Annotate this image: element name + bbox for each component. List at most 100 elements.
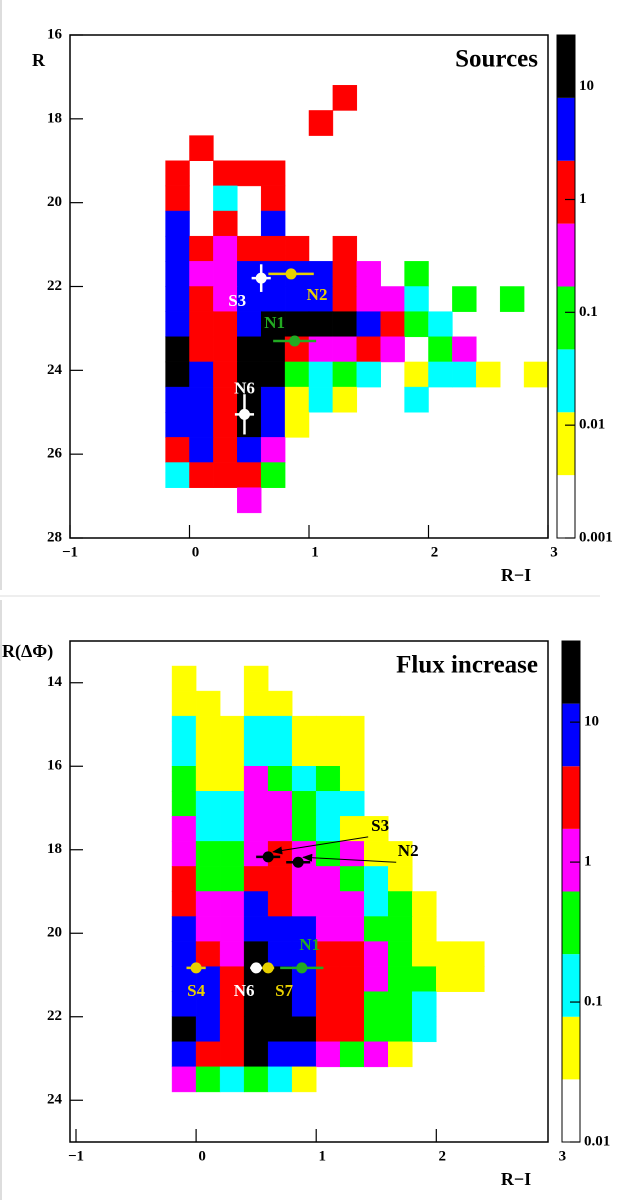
heatmap-cell xyxy=(171,816,197,842)
colorbar-band xyxy=(557,412,575,476)
heatmap-cell xyxy=(291,715,317,742)
annotation-arrow xyxy=(272,836,369,855)
heatmap-cell xyxy=(171,665,197,692)
heatmap-cell xyxy=(189,437,214,463)
heatmap-cell xyxy=(315,1016,341,1043)
heatmap-cell xyxy=(243,740,269,767)
point-label: N1 xyxy=(264,313,285,332)
heatmap-cell xyxy=(260,210,286,237)
heatmap-cell xyxy=(213,311,238,338)
heatmap-cell xyxy=(315,766,341,792)
heatmap-cell xyxy=(195,891,221,917)
heatmap-cell xyxy=(523,361,549,388)
heatmap-cell xyxy=(284,235,310,262)
data-point xyxy=(292,856,304,868)
heatmap-cell xyxy=(363,941,389,967)
x-tick-label: −1 xyxy=(62,544,78,560)
heatmap-cell xyxy=(404,286,429,312)
heatmap-cell xyxy=(363,1016,389,1043)
point-label: N6 xyxy=(234,378,255,397)
heatmap-cell xyxy=(243,690,269,717)
heatmap-cell xyxy=(165,286,190,312)
heatmap-cell xyxy=(171,916,197,942)
heatmap-cell xyxy=(388,1016,413,1043)
heatmap-cell xyxy=(315,816,341,842)
y-tick-label: 14 xyxy=(47,674,63,690)
y-axis-label: R(ΔΦ) xyxy=(2,641,53,662)
colorbar-tick-label: 1 xyxy=(579,191,587,207)
heatmap-cell xyxy=(267,690,293,717)
heatmap-cell xyxy=(436,941,461,967)
heatmap-cell xyxy=(315,991,341,1018)
heatmap-cell xyxy=(171,1066,197,1093)
heatmap-cell xyxy=(380,286,405,312)
heatmap-cell xyxy=(171,891,197,917)
heatmap-cell xyxy=(243,891,269,917)
y-tick-label: 18 xyxy=(47,110,62,126)
heatmap-cell xyxy=(291,866,317,892)
heatmap-cell xyxy=(213,210,238,237)
colorbar-tick-label: 10 xyxy=(579,78,594,94)
heatmap-cell xyxy=(237,336,262,363)
x-axis-label: R−I xyxy=(501,565,531,585)
heatmap-cell xyxy=(267,816,293,842)
heatmap-cell xyxy=(219,916,245,942)
heatmap-cell xyxy=(363,991,389,1018)
heatmap-cell xyxy=(315,791,341,817)
heatmap-cell xyxy=(165,311,190,338)
colorbar-band xyxy=(562,766,580,829)
data-point xyxy=(250,962,262,974)
heatmap-cell xyxy=(189,412,214,438)
heatmap-cell xyxy=(267,916,293,942)
heatmap-cell xyxy=(243,866,269,892)
heatmap-cell xyxy=(339,740,365,767)
heatmap-cell xyxy=(189,235,214,262)
heatmap-cell xyxy=(412,941,437,967)
heatmap-cell xyxy=(380,311,405,338)
heatmap-cell xyxy=(171,690,197,717)
heatmap-cell xyxy=(332,386,358,413)
point-label: S4 xyxy=(187,981,205,1000)
heatmap-cell xyxy=(388,866,413,892)
heatmap-cell xyxy=(219,891,245,917)
heatmap-cell xyxy=(171,715,197,742)
heatmap-cell xyxy=(267,766,293,792)
heatmap-cell xyxy=(428,361,453,388)
heatmap-cell xyxy=(388,891,413,917)
heatmap-cell xyxy=(452,286,477,312)
data-point xyxy=(262,962,274,974)
x-tick-label: 1 xyxy=(311,544,319,560)
heatmap-cell xyxy=(189,462,214,488)
heatmap-cell xyxy=(237,235,262,262)
colorbar-band xyxy=(557,475,575,538)
colorbar-tick-label: 0.1 xyxy=(584,993,603,1009)
heatmap-cell xyxy=(315,891,341,917)
heatmap-cell xyxy=(388,991,413,1018)
heatmap-cell xyxy=(460,941,485,967)
heatmap-cell xyxy=(237,261,262,287)
heatmap-cell xyxy=(171,740,197,767)
point-label: S3 xyxy=(371,816,389,835)
heatmap-cell xyxy=(308,361,334,388)
heatmap-cell xyxy=(165,210,190,237)
colorbar-band xyxy=(562,954,580,1017)
heatmap-cell xyxy=(219,841,245,867)
heatmap-cell xyxy=(291,941,317,967)
colorbar-band xyxy=(562,641,580,704)
y-tick-label: 24 xyxy=(47,1092,63,1108)
colorbar-band xyxy=(557,160,575,224)
heatmap-cell xyxy=(260,286,286,312)
heatmap-cell xyxy=(213,336,238,363)
heatmap-cell xyxy=(171,1016,197,1043)
heatmap-cell xyxy=(165,437,190,463)
heatmap-cell xyxy=(219,1066,245,1093)
data-point xyxy=(262,851,274,863)
colorbar-band xyxy=(562,1016,580,1080)
heatmap-cell xyxy=(291,740,317,767)
heatmap-cell xyxy=(237,462,262,488)
heatmap-cell xyxy=(219,941,245,967)
heatmap-cell xyxy=(260,235,286,262)
heatmap-cell xyxy=(267,1041,293,1068)
colorbar-band xyxy=(557,286,575,350)
heatmap-cell xyxy=(452,361,477,388)
